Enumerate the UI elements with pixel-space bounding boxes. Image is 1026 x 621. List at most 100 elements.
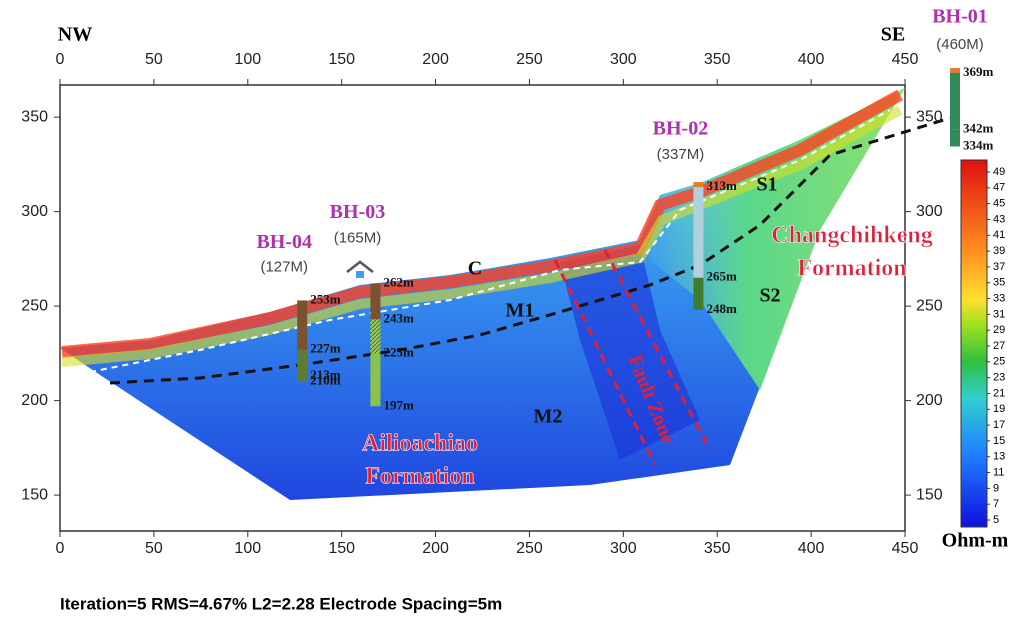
borehole-segment xyxy=(297,300,307,349)
borehole-segment xyxy=(297,350,307,376)
zone-label: S1 xyxy=(756,174,777,196)
formation-label: Formation xyxy=(797,256,906,282)
direction-label: SE xyxy=(881,24,905,46)
y-tick-label: 300 xyxy=(916,203,943,220)
x-tick-label: 350 xyxy=(704,540,731,557)
colorbar-tick-label: 39 xyxy=(993,245,1005,257)
colorbar-tick-label: 33 xyxy=(993,292,1005,304)
depth-label: 197m xyxy=(383,397,414,412)
colorbar-tick-label: 27 xyxy=(993,340,1005,352)
colorbar-tick-label: 5 xyxy=(993,514,999,526)
y-tick-label: 200 xyxy=(21,392,48,409)
depth-label: 210m xyxy=(310,373,341,388)
formation-label: Ailioachiao xyxy=(362,431,478,457)
depth-label: 262m xyxy=(383,274,414,289)
borehole-length: (165M) xyxy=(334,229,382,246)
borehole-length: (337M) xyxy=(657,146,705,163)
x-tick-label: 200 xyxy=(422,51,449,68)
colorbar-tick-label: 15 xyxy=(993,435,1005,447)
colorbar-tick-label: 31 xyxy=(993,308,1005,320)
colorbar-tick-label: 41 xyxy=(993,229,1005,241)
borehole-segment xyxy=(693,278,703,310)
depth-label: 265m xyxy=(706,269,737,284)
borehole-name: BH-04 xyxy=(256,231,312,253)
borehole-name: BH-03 xyxy=(330,201,386,223)
x-tick-label: 150 xyxy=(328,540,355,557)
zone-label: C xyxy=(468,258,482,280)
borehole-name: BH-02 xyxy=(653,118,709,140)
y-tick-label: 350 xyxy=(916,108,943,125)
y-tick-label: 250 xyxy=(21,297,48,314)
y-tick-label: 300 xyxy=(21,203,48,220)
x-tick-label: 300 xyxy=(610,540,637,557)
borehole-segment xyxy=(950,130,960,147)
x-tick-label: 250 xyxy=(516,540,543,557)
colorbar-tick-label: 45 xyxy=(993,198,1005,210)
borehole-segment xyxy=(370,283,380,319)
x-tick-label: 100 xyxy=(234,540,261,557)
zone-label: M2 xyxy=(534,406,563,428)
borehole-cap xyxy=(950,68,960,73)
colorbar-tick-label: 25 xyxy=(993,356,1005,368)
colorbar-tick-label: 17 xyxy=(993,419,1005,431)
formation-label: Changchihkeng xyxy=(771,223,932,249)
x-tick-label: 350 xyxy=(704,51,731,68)
colorbar-label: Ohm-m xyxy=(942,530,1009,552)
figure: NW SE Iteration=5 RMS=4.67% L2=2.28 Elec… xyxy=(0,0,1026,621)
x-tick-label: 50 xyxy=(145,51,163,68)
direction-label: NW xyxy=(58,24,92,46)
borehole-length: (460M) xyxy=(936,36,984,53)
zone-label: M1 xyxy=(506,300,535,322)
x-tick-label: 450 xyxy=(892,540,919,557)
footer: Iteration=5 RMS=4.67% L2=2.28 Electrode … xyxy=(60,594,502,613)
x-tick-label: 50 xyxy=(145,540,163,557)
colorbar xyxy=(961,160,987,527)
colorbar-tick-label: 7 xyxy=(993,498,999,510)
colorbar-tick-label: 37 xyxy=(993,261,1005,273)
borehole-segment xyxy=(297,376,307,382)
colorbar-tick-label: 49 xyxy=(993,166,1005,178)
colorbar-tick-label: 13 xyxy=(993,451,1005,463)
borehole-segment xyxy=(693,187,703,278)
borehole-length: (127M) xyxy=(260,258,308,275)
colorbar-tick-label: 43 xyxy=(993,213,1005,225)
x-tick-label: 400 xyxy=(798,540,825,557)
borehole-segment xyxy=(950,73,960,130)
borehole-cap xyxy=(693,182,703,187)
depth-label: 369m xyxy=(963,64,994,79)
colorbar-tick-label: 23 xyxy=(993,372,1005,384)
depth-label: 253m xyxy=(310,291,341,306)
colorbar-tick-label: 29 xyxy=(993,324,1005,336)
zone-label: S2 xyxy=(759,285,780,307)
borehole-segment xyxy=(370,353,380,406)
x-tick-label: 400 xyxy=(798,51,825,68)
depth-label: 243m xyxy=(383,310,414,325)
depth-label: 225m xyxy=(383,344,414,359)
borehole-name: BH-01 xyxy=(932,6,988,28)
x-tick-label: 100 xyxy=(234,51,261,68)
x-tick-label: 0 xyxy=(56,51,65,68)
borehole-segment xyxy=(370,319,380,353)
colorbar-tick-label: 11 xyxy=(993,466,1004,478)
depth-label: 227m xyxy=(310,341,341,356)
depth-label: 334m xyxy=(963,137,994,152)
x-tick-label: 200 xyxy=(422,540,449,557)
house-icon xyxy=(356,271,364,278)
colorbar-tick-label: 47 xyxy=(993,182,1005,194)
x-tick-label: 300 xyxy=(610,51,637,68)
y-tick-label: 200 xyxy=(916,392,943,409)
y-tick-label: 150 xyxy=(916,486,943,503)
y-tick-label: 350 xyxy=(21,108,48,125)
colorbar-tick-label: 35 xyxy=(993,277,1005,289)
colorbar-tick-label: 21 xyxy=(993,387,1005,399)
colorbar-tick-label: 9 xyxy=(993,482,999,494)
formation-label: Formation xyxy=(365,464,474,490)
colorbar-tick-label: 19 xyxy=(993,403,1005,415)
x-tick-label: 250 xyxy=(516,51,543,68)
depth-label: 342m xyxy=(963,121,994,136)
x-tick-label: 0 xyxy=(56,540,65,557)
x-tick-label: 150 xyxy=(328,51,355,68)
y-tick-label: 250 xyxy=(916,297,943,314)
x-tick-label: 450 xyxy=(892,51,919,68)
depth-label: 313m xyxy=(706,178,737,193)
